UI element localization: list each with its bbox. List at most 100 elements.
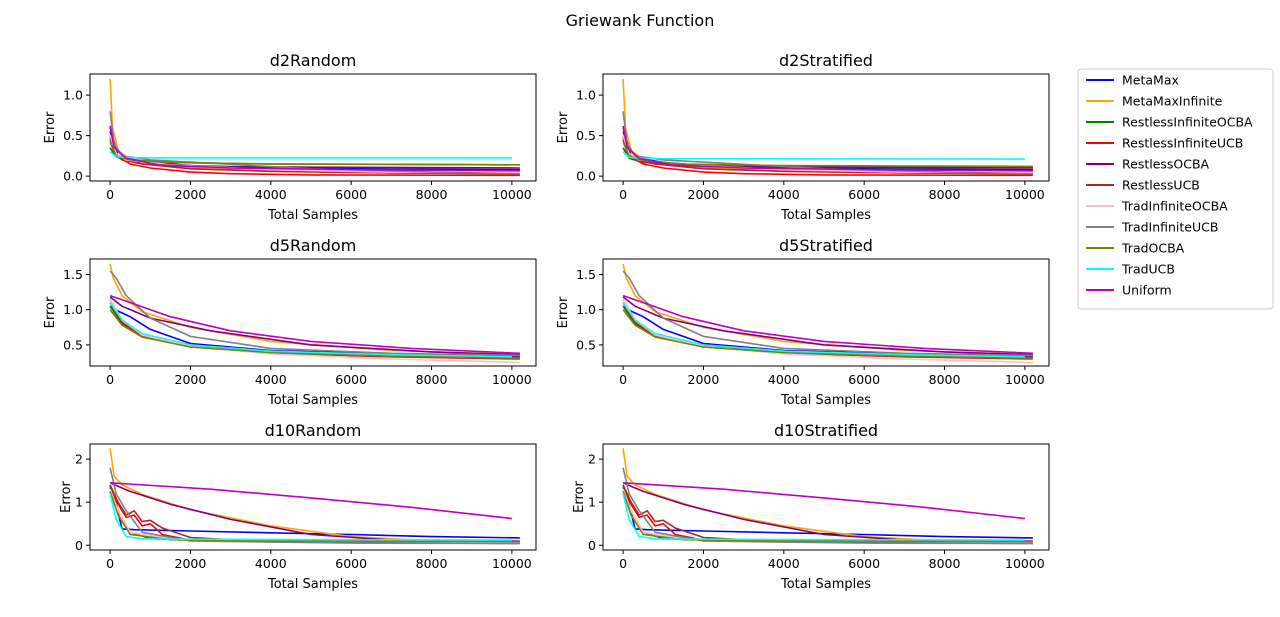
series-line-restlessocba bbox=[622, 296, 1033, 356]
legend-item-restlessocba: RestlessOCBA bbox=[1086, 157, 1210, 172]
legend-label: MetaMax bbox=[1122, 73, 1179, 88]
x-tick-label: 0 bbox=[106, 556, 114, 571]
series-lines bbox=[109, 78, 520, 177]
y-tick-label: 1.0 bbox=[576, 302, 596, 317]
y-tick-label: 1 bbox=[588, 495, 596, 510]
x-axis-label: Total Samples bbox=[267, 577, 358, 592]
x-tick-label: 10000 bbox=[1005, 187, 1045, 202]
x-axis-label: Total Samples bbox=[267, 393, 358, 408]
subplot-title: d10Random bbox=[265, 421, 362, 440]
x-tick-label: 10000 bbox=[1005, 556, 1045, 571]
series-line-restlessocba bbox=[109, 296, 520, 356]
series-lines bbox=[109, 263, 520, 364]
y-tick-label: 0.5 bbox=[576, 128, 596, 143]
x-tick-label: 10000 bbox=[492, 372, 532, 387]
y-tick-label: 1.0 bbox=[63, 302, 83, 317]
x-tick-label: 6000 bbox=[848, 187, 880, 202]
x-tick-label: 8000 bbox=[416, 187, 448, 202]
legend-box bbox=[1077, 68, 1274, 310]
subplot-d5stratified: 0 2000 4000 6000 8000 10000 0.5 1.0 1.5 d5Stratif… bbox=[556, 236, 1050, 408]
y-tick-label: 1.0 bbox=[63, 88, 83, 103]
x-tick-label: 0 bbox=[106, 187, 114, 202]
series-line-traducb bbox=[109, 493, 512, 541]
x-tick-label: 10000 bbox=[492, 556, 532, 571]
y-tick-label: 0.5 bbox=[63, 337, 83, 352]
legend-label: TradInfiniteOCBA bbox=[1121, 199, 1228, 214]
y-tick-label: 0 bbox=[588, 538, 596, 553]
x-tick-label: 10000 bbox=[1005, 372, 1045, 387]
legend-label: RestlessOCBA bbox=[1122, 157, 1210, 172]
subplot-title: d5Random bbox=[270, 236, 357, 255]
y-axis-label: Error bbox=[556, 111, 571, 143]
series-line-traducb bbox=[622, 493, 1025, 541]
subplot-title: d2Random bbox=[270, 51, 357, 70]
legend-item-tradocba: TradOCBA bbox=[1086, 241, 1185, 256]
x-tick-label: 6000 bbox=[335, 372, 367, 387]
x-tick-label: 2000 bbox=[688, 556, 720, 571]
x-tick-label: 8000 bbox=[929, 187, 961, 202]
y-axis-label: Error bbox=[556, 296, 571, 328]
series-line-tradocba bbox=[622, 309, 1033, 360]
y-axis-label: Error bbox=[43, 111, 58, 143]
legend-item-tradinfiniteucb: TradInfiniteUCB bbox=[1086, 220, 1218, 235]
x-tick-label: 4000 bbox=[768, 372, 800, 387]
series-line-tradocba bbox=[622, 141, 1033, 168]
legend-item-tradinfiniteocba: TradInfiniteOCBA bbox=[1086, 199, 1228, 214]
y-tick-label: 1.5 bbox=[63, 267, 83, 282]
legend-label: RestlessInfiniteUCB bbox=[1122, 136, 1243, 151]
x-axis-label: Total Samples bbox=[780, 208, 871, 223]
x-tick-label: 2000 bbox=[688, 372, 720, 387]
subplot-title: d10Stratified bbox=[774, 421, 878, 440]
series-line-uniform bbox=[622, 294, 1033, 355]
series-line-uniform bbox=[109, 125, 520, 172]
legend-label: RestlessUCB bbox=[1122, 178, 1200, 193]
x-tick-label: 6000 bbox=[335, 556, 367, 571]
series-line-traducb bbox=[109, 151, 512, 159]
axes-frame bbox=[602, 258, 1050, 367]
series-lines bbox=[622, 448, 1033, 545]
legend-label: Uniform bbox=[1122, 283, 1172, 298]
x-tick-label: 6000 bbox=[848, 372, 880, 387]
x-tick-label: 0 bbox=[619, 556, 627, 571]
legend-item-metamaxinfinite: MetaMaxInfinite bbox=[1086, 94, 1223, 109]
series-lines bbox=[622, 78, 1033, 177]
x-tick-label: 0 bbox=[619, 187, 627, 202]
x-tick-label: 0 bbox=[619, 372, 627, 387]
subplot-d10stratified: 0 2000 4000 6000 8000 10000 0 1 2 d10Stratified To… bbox=[572, 421, 1050, 592]
x-tick-label: 4000 bbox=[768, 187, 800, 202]
legend-item-metamax: MetaMax bbox=[1086, 73, 1179, 88]
subplot-d2random: 0 2000 4000 6000 8000 10000 0.0 0.5 1.0 d2Random T… bbox=[43, 51, 537, 223]
y-tick-label: 1.0 bbox=[576, 88, 596, 103]
series-lines bbox=[622, 263, 1033, 364]
x-tick-label: 2000 bbox=[688, 187, 720, 202]
legend-item-restlessinfiniteocba: RestlessInfiniteOCBA bbox=[1086, 115, 1253, 130]
x-tick-label: 8000 bbox=[416, 372, 448, 387]
series-line-tradinfiniteucb bbox=[622, 111, 1033, 175]
series-line-metamax bbox=[622, 484, 1033, 539]
series-line-traducb bbox=[109, 302, 512, 358]
x-tick-label: 4000 bbox=[255, 556, 287, 571]
series-line-tradocba bbox=[622, 491, 1033, 543]
axes-frame bbox=[89, 258, 537, 367]
legend: MetaMax MetaMaxInfinite RestlessInfiniteOC… bbox=[1077, 68, 1274, 310]
series-line-tradinfiniteucb bbox=[622, 270, 1033, 357]
y-axis-label: Error bbox=[59, 481, 74, 513]
series-line-tradocba bbox=[109, 309, 520, 360]
legend-label: TradOCBA bbox=[1121, 241, 1185, 256]
subplot-d5random: 0 2000 4000 6000 8000 10000 0.5 1.0 1.5 d5Random T… bbox=[43, 236, 537, 408]
axes-frame bbox=[602, 443, 1050, 551]
subplot-title: d5Stratified bbox=[779, 236, 873, 255]
legend-label: RestlessInfiniteOCBA bbox=[1122, 115, 1253, 130]
series-line-tradinfiniteucb bbox=[622, 467, 1033, 545]
x-tick-label: 2000 bbox=[175, 187, 207, 202]
x-tick-label: 2000 bbox=[175, 556, 207, 571]
x-tick-label: 6000 bbox=[335, 187, 367, 202]
legend-item-traducb: TradUCB bbox=[1086, 262, 1175, 277]
y-tick-label: 2 bbox=[75, 452, 83, 467]
x-tick-label: 0 bbox=[106, 372, 114, 387]
figure-title: Griewank Function bbox=[566, 11, 715, 30]
x-tick-label: 4000 bbox=[255, 372, 287, 387]
series-line-uniform bbox=[622, 125, 1033, 172]
series-line-uniform bbox=[110, 482, 512, 520]
